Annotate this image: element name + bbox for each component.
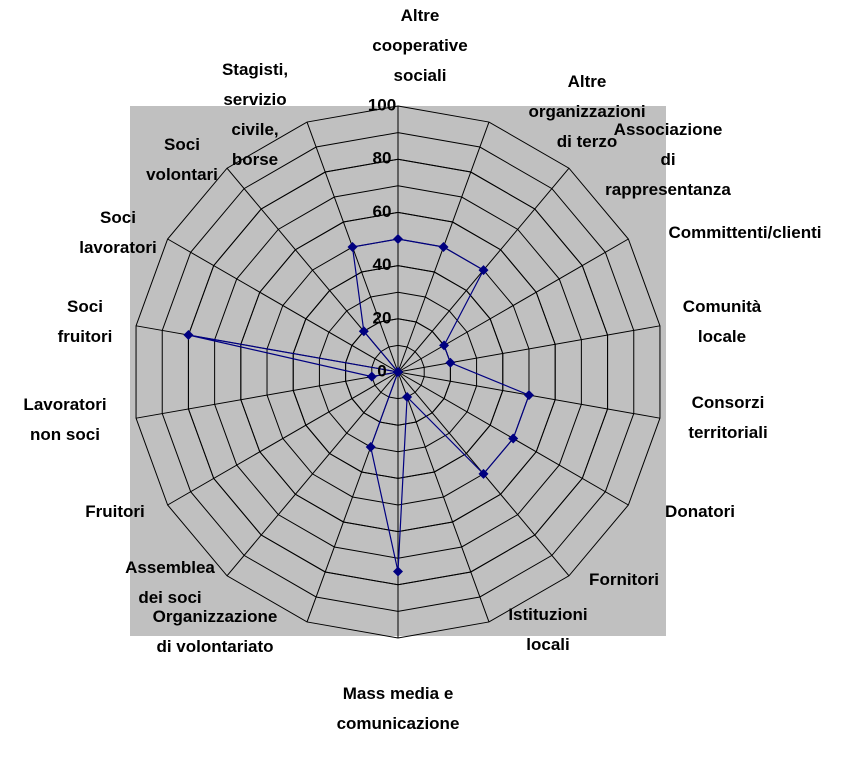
- y-tick-label: 100: [368, 95, 396, 114]
- data-point: [478, 265, 489, 276]
- category-label: Fornitori: [589, 570, 659, 589]
- category-label: Committenti/clienti: [668, 223, 822, 242]
- spoke: [397, 325, 661, 373]
- data-line: [188, 238, 530, 572]
- spoke: [397, 238, 629, 373]
- y-tick-label: 80: [373, 149, 392, 168]
- category-label: Soci lavoratori: [79, 208, 157, 257]
- category-label: Associazione di rappresentanza: [605, 120, 731, 199]
- data-point: [183, 330, 194, 341]
- y-tick-label: 20: [373, 308, 392, 327]
- data-point: [366, 371, 377, 382]
- category-label: Consorzi territoriali: [688, 393, 768, 442]
- category-label: Altre cooperative sociali: [372, 6, 468, 85]
- spoke: [397, 371, 490, 623]
- category-label: Lavoratori non soci: [23, 395, 107, 444]
- data-point: [478, 468, 489, 479]
- category-label: Istituzioni locali: [508, 605, 588, 654]
- category-label: Altre organizzazioni di terzo: [528, 72, 646, 151]
- category-label: Stagisti, servizio civile, borse: [221, 60, 289, 169]
- data-point: [508, 433, 519, 444]
- category-label: Comunità locale: [682, 297, 762, 346]
- data-point: [393, 566, 403, 577]
- data-point: [347, 242, 358, 253]
- category-label: Assemblea dei soci: [125, 558, 215, 607]
- category-label: Fruitori: [85, 502, 145, 521]
- data-point: [393, 367, 403, 377]
- data-point: [365, 441, 376, 452]
- category-label: Soci fruitori: [57, 297, 113, 346]
- data-point: [445, 357, 456, 368]
- spoke: [167, 371, 399, 506]
- data-point: [438, 242, 449, 253]
- y-tick-label: 60: [373, 202, 392, 221]
- data-point: [439, 340, 450, 351]
- category-label: Soci volontari: [146, 135, 218, 184]
- data-point: [523, 390, 534, 401]
- category-label: Mass media e comunicazione: [336, 684, 460, 733]
- spoke: [167, 238, 399, 373]
- spoke: [135, 371, 399, 419]
- data-point: [358, 326, 369, 337]
- y-tick-label: 40: [373, 255, 392, 274]
- spoke: [226, 371, 399, 577]
- category-label: Organizzazione di volontariato: [152, 607, 278, 656]
- data-point: [393, 234, 403, 244]
- data-point: [402, 391, 413, 402]
- category-label: Donatori: [665, 502, 735, 521]
- y-tick-label: 0: [377, 361, 386, 380]
